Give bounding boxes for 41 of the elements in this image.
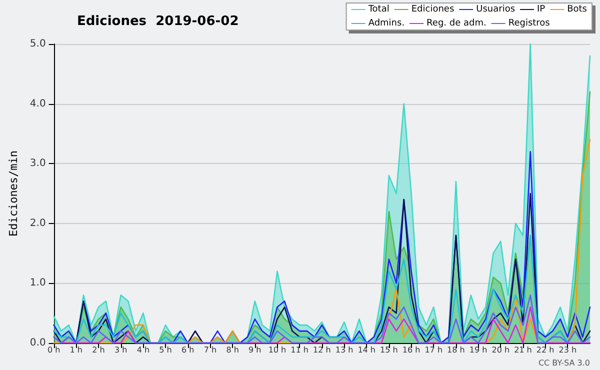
x-tick-label: 1 h — [70, 346, 82, 354]
legend-label: IP — [537, 4, 546, 14]
x-tick-label: 15 h — [380, 346, 398, 354]
y-tick-label: 3.0 — [30, 158, 46, 170]
y-tick-label: 5.0 — [30, 38, 46, 50]
legend-label: Admins. — [368, 18, 405, 28]
y-tick-label: 0.0 — [30, 338, 46, 348]
x-tick-label: 11 h — [290, 346, 308, 354]
x-tick-label: 13 h — [335, 346, 354, 354]
x-tick-label: 10 h — [268, 346, 286, 354]
x-tick-label: 0 h — [47, 346, 60, 354]
chart-title: Ediciones 2019-06-02 — [77, 14, 239, 29]
x-tick-label: 5 h — [159, 346, 172, 354]
legend-label: Reg. de adm. — [426, 18, 486, 28]
x-tick-label: 22 h — [536, 346, 554, 354]
x-tick-label: 8 h — [226, 346, 239, 354]
x-tick-label: 4 h — [136, 346, 150, 354]
x-tick-label: 12 h — [313, 346, 331, 354]
y-tick-label: 2.0 — [30, 218, 46, 229]
y-tick-label: 1.0 — [30, 278, 46, 289]
legend-label: Bots — [567, 4, 588, 14]
x-tick-label: 2 h — [92, 346, 105, 354]
y-tick-label: 4.0 — [30, 98, 46, 110]
x-tick-label: 19 h — [469, 346, 488, 354]
x-tick-label: 20 h — [492, 346, 510, 354]
x-tick-label: 9 h — [248, 346, 262, 354]
x-tick-label: 21 h — [514, 346, 532, 354]
x-tick-label: 6 h — [182, 346, 194, 354]
x-tick-label: 16 h — [402, 346, 420, 354]
x-tick-label: 3 h — [114, 346, 128, 354]
legend-label: Ediciones — [411, 4, 454, 14]
x-tick-label: 7 h — [204, 346, 217, 354]
text: CC BY-SA 3.0 — [538, 358, 590, 368]
x-tick-label: 23 h — [558, 346, 577, 354]
x-tick-label: 14 h — [358, 346, 376, 354]
x-tick-label: 18 h — [447, 346, 465, 354]
y-axis-title: Ediciones/min — [7, 150, 20, 237]
x-tick-label: 17 h — [424, 346, 443, 354]
legend-label: Total — [367, 4, 390, 14]
legend-label: Usuarios — [476, 4, 516, 14]
legend-label: Registros — [508, 18, 550, 28]
